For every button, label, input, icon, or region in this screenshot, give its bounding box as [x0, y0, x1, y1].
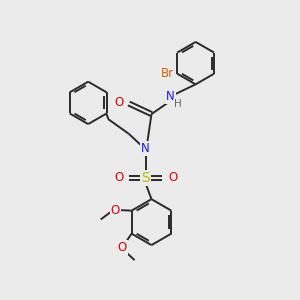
- Text: O: O: [114, 95, 124, 109]
- Text: Br: Br: [160, 67, 174, 80]
- Text: N: N: [166, 91, 175, 103]
- Text: O: O: [111, 204, 120, 217]
- Text: O: O: [118, 241, 127, 254]
- Text: H: H: [173, 99, 181, 110]
- Text: S: S: [141, 171, 150, 185]
- Text: O: O: [114, 172, 123, 184]
- Text: N: N: [141, 142, 150, 155]
- Text: O: O: [168, 172, 177, 184]
